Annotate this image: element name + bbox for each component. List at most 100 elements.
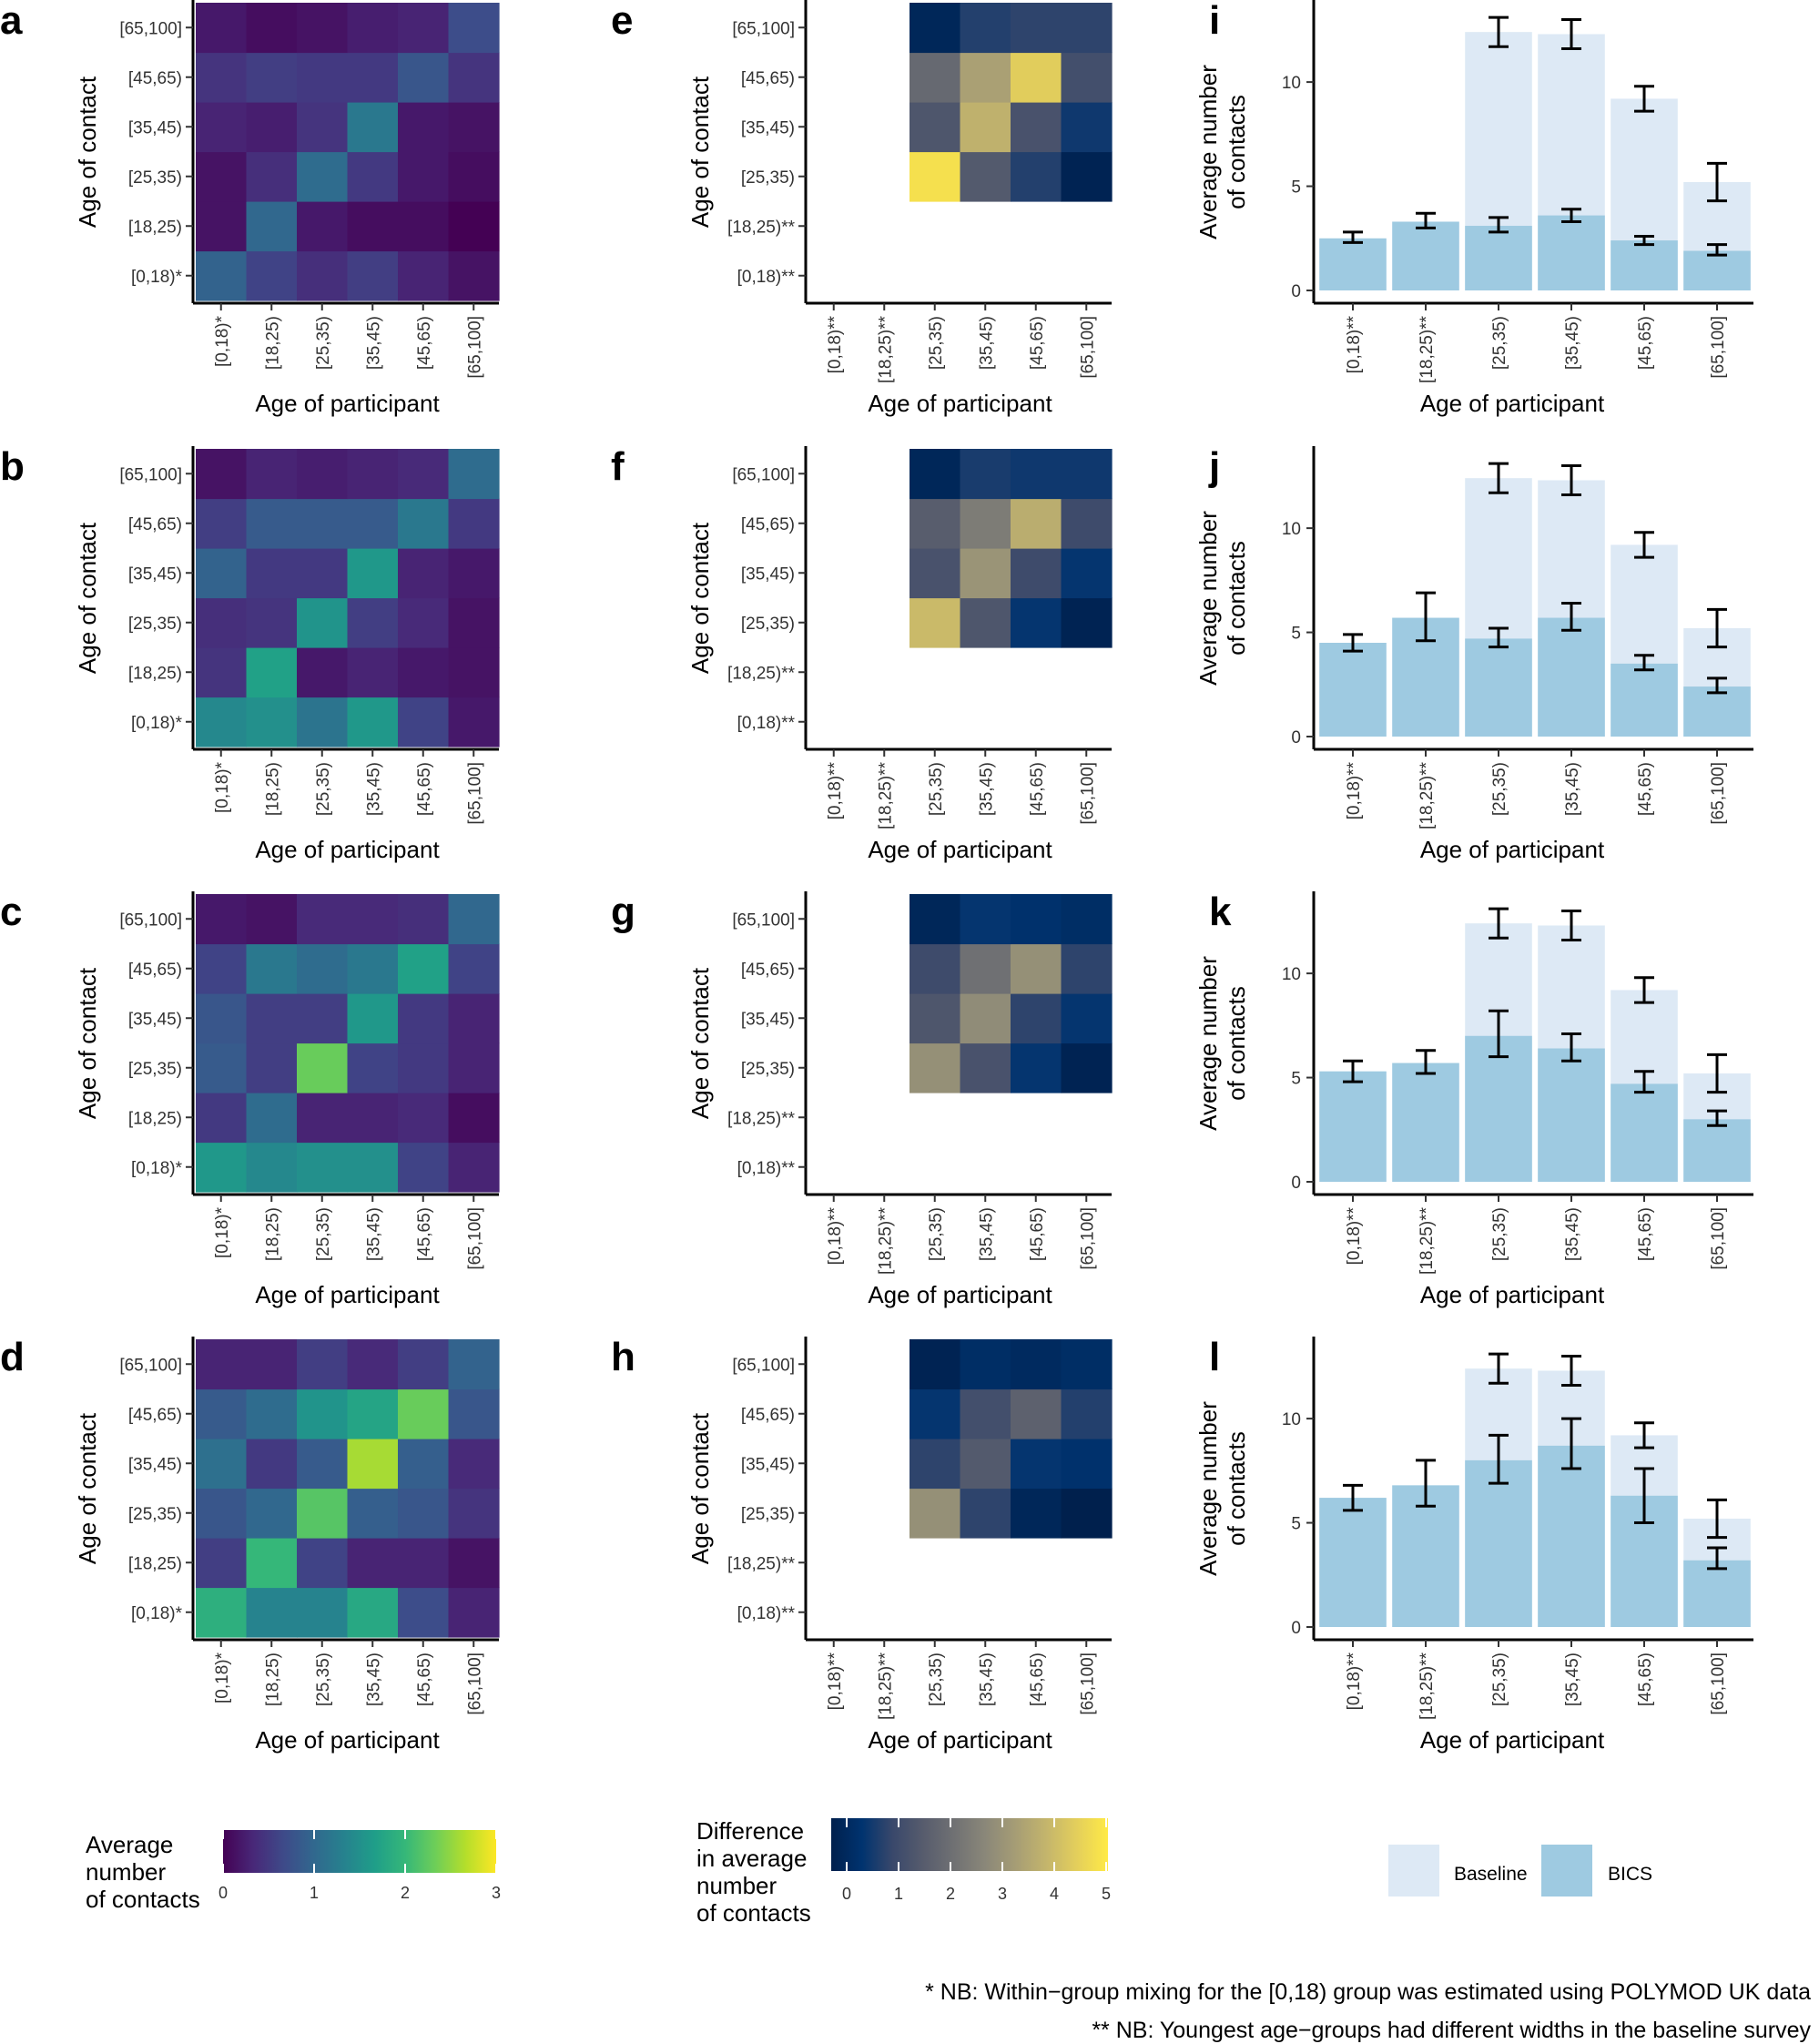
error-bar-baseline: [1707, 607, 1727, 649]
y-tick-label: [65,100]: [119, 465, 182, 484]
heatmap-cell: [347, 647, 399, 698]
heatmap-cell: [448, 1488, 500, 1539]
y-tick-label: [35,45): [741, 118, 795, 137]
x-tick-label: [65,100]: [1709, 762, 1728, 825]
bar-bics: [1611, 663, 1678, 737]
heatmap-cell: [297, 697, 349, 747]
heatmap-cell: [196, 548, 248, 599]
y-axis-title-line-1: Average number: [1194, 511, 1222, 686]
y-axis-title: Age of contact: [74, 522, 101, 674]
heatmap-cell: [246, 1388, 298, 1439]
heatmap-cell: [297, 943, 349, 994]
error-bar-baseline: [1489, 462, 1509, 494]
y-tick-label: [18,25): [128, 218, 182, 237]
heatmap-cell: [246, 52, 298, 103]
x-tick-label: [45,65): [415, 762, 434, 816]
x-tick-label: [65,100]: [465, 1652, 484, 1715]
y-tick-label: [45,65): [741, 515, 795, 534]
y-tick-label: [35,45): [128, 1455, 182, 1474]
x-tick-label: [0,18)*: [213, 761, 232, 813]
y-axis-title-line-1: Average number: [1194, 65, 1222, 239]
x-tick-label: [35,45): [364, 1207, 383, 1261]
heatmap-cell: [448, 1093, 500, 1144]
heatmap-cell: [196, 597, 248, 648]
heatmap-cell: [347, 993, 399, 1044]
heatmap-cell: [196, 943, 248, 994]
heatmap-cell: [246, 597, 298, 648]
x-tick-label: [25,35): [927, 762, 946, 816]
x-tick-label: [45,65): [415, 316, 434, 370]
y-tick-label: [65,100]: [119, 910, 182, 930]
heatmap-cell: [448, 1388, 500, 1439]
legend-bars: Baseline BICS: [1388, 1845, 1652, 1897]
heatmap-cell: [398, 1339, 450, 1390]
bar-bics: [1465, 1459, 1532, 1627]
y-tick-label: [18,25)**: [727, 1554, 796, 1573]
heatmap-cell: [398, 1042, 450, 1093]
y-tick-label: [45,65): [128, 961, 182, 980]
panel-k: k 0 5 10 [0,18)** [18,25)** [25,35) [35,45) [45,…: [1194, 890, 1753, 1308]
bar-bics: [1465, 226, 1532, 290]
heatmap-cell: [910, 943, 961, 994]
bar-bics: [1683, 250, 1751, 290]
heatmap-cell: [297, 250, 349, 301]
heatmap-cell: [398, 102, 450, 153]
x-tick-label: [0,18)*: [213, 1206, 232, 1258]
heatmap-cell: [448, 1538, 500, 1589]
heatmap-cell: [448, 697, 500, 747]
error-bar-bics: [1634, 1070, 1654, 1094]
x-tick-label: [18,25)**: [876, 1652, 895, 1720]
heatmap-cell: [347, 597, 399, 648]
heatmap-cell: [1061, 943, 1113, 994]
heatmap-cell: [246, 201, 298, 252]
y-tick-label: [25,35): [741, 615, 795, 634]
error-bar-bics: [1343, 633, 1363, 653]
error-bar-baseline: [1634, 1421, 1654, 1449]
heatmap-cell: [448, 1142, 500, 1193]
x-tick-label: [0,18)**: [826, 761, 845, 819]
heatmap-cell: [297, 597, 349, 648]
y-axis-title: Average numberof contacts: [1194, 956, 1250, 1131]
x-tick-label: [0,18)**: [1345, 315, 1364, 373]
x-tick-label: [0,18)**: [1345, 1206, 1364, 1265]
y-tick-label: [0,18)**: [737, 1604, 796, 1623]
x-tick-label: [18,25)**: [876, 315, 895, 383]
heatmap-cell: [246, 1142, 298, 1193]
heatmap-cell: [347, 498, 399, 549]
x-tick-label: [45,65): [1028, 762, 1047, 816]
y-axis-title: Average numberof contacts: [1194, 1401, 1250, 1576]
y-tick-label: 10: [1282, 520, 1301, 539]
heatmap-cell: [1061, 3, 1113, 54]
heatmap-cell: [398, 697, 450, 747]
heatmap-cell: [960, 993, 1011, 1044]
legend-mixing-tick-label: 3: [492, 1884, 501, 1902]
heatmap-cell: [347, 894, 399, 945]
error-bar-bics: [1707, 1546, 1727, 1571]
panel-label: g: [611, 890, 635, 934]
y-axis-title: Average numberof contacts: [1194, 65, 1250, 239]
y-axis-title-line-1: Average number: [1194, 956, 1222, 1131]
x-tick-label: [18,25)**: [876, 761, 895, 829]
error-bar-bics: [1416, 211, 1436, 229]
y-tick-label: [18,25)**: [727, 664, 796, 683]
panel-label: c: [0, 890, 22, 934]
heatmap-cell: [347, 1488, 399, 1539]
legend-baseline-swatch: [1388, 1845, 1439, 1897]
x-tick-label: [18,25)**: [1418, 1652, 1437, 1720]
x-tick-label: [35,45): [1563, 1652, 1582, 1706]
panel-label: a: [0, 0, 23, 43]
error-bar-baseline: [1561, 909, 1581, 941]
heatmap-cell: [398, 647, 450, 698]
x-tick-label: [25,35): [1490, 1207, 1509, 1261]
heatmap-cell: [398, 894, 450, 945]
heatmap-cell: [246, 250, 298, 301]
legend-mixing-title-1: Average: [86, 1831, 173, 1858]
legend-mixing-tick-label: 0: [218, 1884, 228, 1902]
heatmap-cell: [448, 151, 500, 202]
x-tick-label: [65,100]: [1709, 316, 1728, 379]
y-tick-label: 5: [1291, 178, 1301, 198]
x-axis-title: Age of participant: [868, 1726, 1052, 1754]
y-tick-label: [65,100]: [732, 19, 795, 38]
heatmap-cell: [297, 1587, 349, 1638]
x-tick-label: [25,35): [927, 316, 946, 370]
